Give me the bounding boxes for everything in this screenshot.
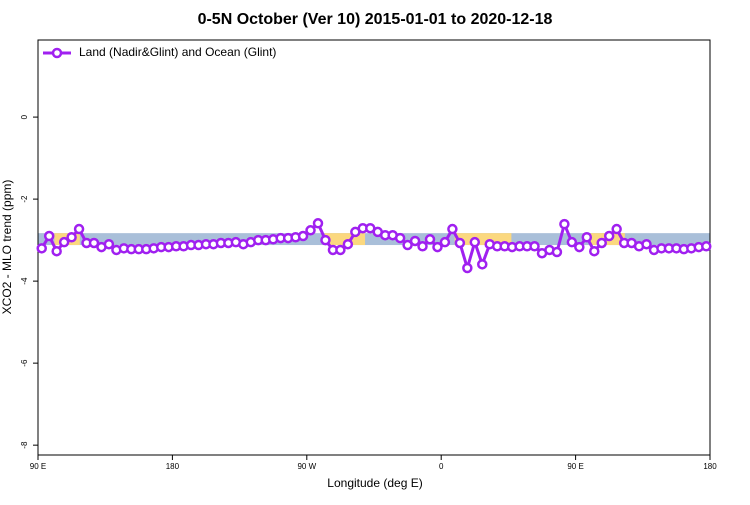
data-point bbox=[559, 218, 570, 230]
x-tick-label: 90 E bbox=[567, 462, 583, 471]
reference-band bbox=[38, 233, 710, 246]
chart-title: 0-5N October (Ver 10) 2015-01-01 to 2020… bbox=[198, 11, 553, 28]
data-point bbox=[432, 241, 443, 253]
data-point bbox=[51, 245, 62, 257]
x-axis-label: Longitude (deg E) bbox=[327, 476, 422, 490]
data-point bbox=[454, 237, 466, 249]
data-point bbox=[320, 234, 331, 246]
legend-label: Land (Nadir&Glint) and Ocean (Glint) bbox=[79, 45, 276, 59]
data-point bbox=[551, 246, 563, 258]
x-tick-label: 90 E bbox=[30, 462, 46, 471]
data-point bbox=[43, 230, 55, 242]
data-point bbox=[439, 236, 451, 248]
data-point bbox=[603, 230, 615, 242]
y-tick-label: -4 bbox=[20, 277, 29, 285]
data-point bbox=[409, 235, 421, 247]
data-point bbox=[394, 232, 406, 244]
data-point bbox=[417, 241, 428, 252]
data-point bbox=[66, 231, 77, 243]
data-point bbox=[312, 218, 324, 229]
y-tick-label: -6 bbox=[20, 359, 29, 367]
data-point bbox=[477, 259, 488, 270]
x-tick-label: 180 bbox=[703, 462, 717, 471]
data-point bbox=[297, 230, 309, 242]
data-point bbox=[342, 238, 354, 250]
data-point bbox=[88, 237, 100, 249]
data-point bbox=[335, 244, 346, 256]
data-point bbox=[447, 223, 458, 235]
x-tick-label: 90 W bbox=[297, 462, 316, 471]
legend-marker bbox=[51, 47, 63, 59]
data-point bbox=[402, 239, 413, 251]
data-point bbox=[611, 223, 622, 235]
data-point bbox=[58, 236, 70, 248]
y-tick-label: -8 bbox=[20, 441, 29, 449]
y-tick-label: 0 bbox=[20, 114, 29, 119]
data-point bbox=[103, 238, 115, 250]
x-tick-label: 0 bbox=[439, 462, 444, 471]
data-point bbox=[589, 245, 600, 257]
data-point bbox=[566, 236, 578, 248]
data-point bbox=[581, 231, 593, 243]
data-point bbox=[36, 243, 47, 254]
highlight-region bbox=[324, 233, 366, 246]
data-point bbox=[462, 262, 473, 274]
data-point bbox=[305, 225, 316, 236]
data-point bbox=[641, 238, 652, 250]
x-tick-label: 180 bbox=[166, 462, 180, 471]
data-point bbox=[469, 236, 481, 248]
data-point bbox=[574, 241, 585, 253]
highlight-region bbox=[454, 233, 512, 246]
data-point bbox=[73, 223, 85, 235]
data-point bbox=[701, 241, 712, 252]
data-point bbox=[424, 234, 436, 245]
data-point bbox=[529, 241, 540, 252]
data-point bbox=[596, 237, 607, 249]
y-axis-label: XCO2 - MLO trend (ppm) bbox=[0, 180, 14, 315]
y-tick-label: -2 bbox=[20, 195, 29, 203]
